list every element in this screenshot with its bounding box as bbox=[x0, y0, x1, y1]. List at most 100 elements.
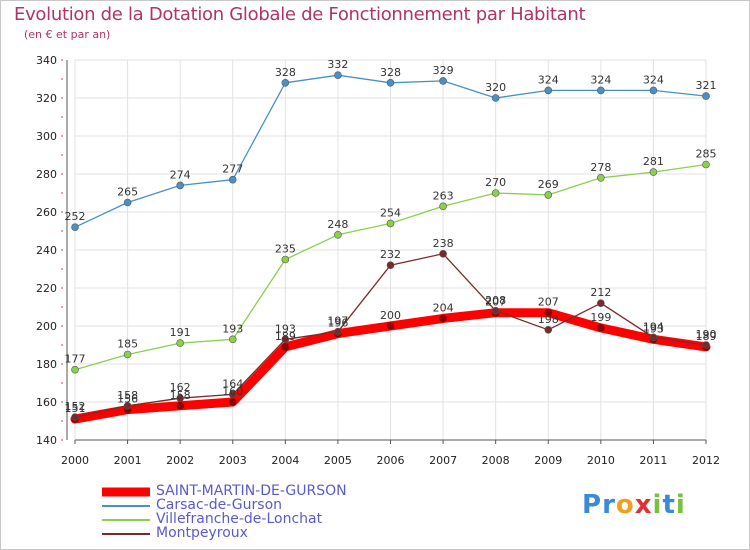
logo-letter: r bbox=[602, 490, 616, 520]
data-point bbox=[228, 175, 237, 184]
x-tick-label: 2010 bbox=[587, 454, 615, 467]
data-point bbox=[439, 314, 447, 323]
data-point bbox=[176, 339, 184, 347]
data-label: 193 bbox=[275, 322, 296, 335]
data-label: 190 bbox=[696, 328, 717, 341]
data-label: 328 bbox=[380, 66, 401, 79]
data-label: 160 bbox=[222, 385, 243, 398]
data-point bbox=[544, 86, 553, 95]
x-tick-label: 2008 bbox=[482, 454, 510, 467]
data-label: 156 bbox=[117, 393, 138, 406]
data-label: 278 bbox=[590, 161, 611, 174]
proxiti-logo: Proxiti bbox=[582, 490, 686, 520]
data-label: 196 bbox=[327, 317, 348, 330]
data-point bbox=[597, 299, 605, 308]
data-point bbox=[71, 223, 79, 231]
data-point bbox=[544, 308, 553, 317]
x-tick-label: 2004 bbox=[271, 454, 299, 467]
x-tick-label: 2001 bbox=[114, 454, 142, 467]
data-label: 332 bbox=[327, 58, 348, 71]
data-label: 238 bbox=[433, 237, 454, 250]
data-point bbox=[228, 335, 237, 344]
data-label: 207 bbox=[538, 296, 559, 309]
data-label: 189 bbox=[696, 330, 717, 343]
logo-letter: x bbox=[634, 490, 653, 520]
data-label: 263 bbox=[433, 189, 454, 202]
data-label: 197 bbox=[327, 315, 348, 328]
data-point bbox=[176, 401, 184, 410]
y-tick-label: 200 bbox=[36, 320, 57, 333]
data-point bbox=[334, 327, 342, 336]
logo-letter: i bbox=[652, 490, 663, 520]
data-point bbox=[439, 250, 447, 258]
axes: 140 160 180 200 220 240 260 280 300 320 340 2000 200… bbox=[36, 54, 720, 467]
data-label: 193 bbox=[643, 322, 664, 335]
chart-subtitle: (en € et par an) bbox=[24, 28, 111, 41]
data-point bbox=[439, 202, 447, 211]
x-tick-label: 2005 bbox=[324, 454, 352, 467]
y-tick-label: 240 bbox=[36, 244, 57, 257]
y-tick-label: 280 bbox=[36, 168, 57, 181]
data-point bbox=[544, 191, 553, 199]
data-point bbox=[123, 350, 132, 359]
data-point bbox=[702, 341, 710, 349]
data-point bbox=[386, 79, 395, 87]
data-label: 208 bbox=[485, 294, 506, 307]
x-tick-label: 2000 bbox=[61, 454, 89, 467]
y-tick-label: 140 bbox=[36, 434, 57, 447]
y-tick-label: 160 bbox=[36, 396, 57, 409]
series-group bbox=[70, 71, 711, 424]
data-point bbox=[176, 394, 184, 403]
data-point bbox=[597, 174, 605, 182]
data-point bbox=[491, 189, 500, 197]
x-tick-label: 2011 bbox=[639, 454, 667, 467]
y-tick-label: 260 bbox=[36, 206, 57, 219]
data-point bbox=[176, 181, 184, 190]
data-label: 200 bbox=[380, 309, 401, 322]
data-label: 324 bbox=[538, 73, 559, 86]
data-point bbox=[334, 71, 342, 79]
data-point bbox=[597, 86, 605, 95]
data-point bbox=[228, 398, 237, 406]
data-label: 158 bbox=[170, 389, 191, 402]
data-label: 265 bbox=[117, 186, 138, 199]
legend-item: Villefranche-de-Lonchat bbox=[156, 511, 323, 527]
x-tick-label: 2003 bbox=[219, 454, 247, 467]
data-label: 199 bbox=[590, 311, 611, 324]
data-label: 281 bbox=[643, 155, 664, 168]
data-label: 151 bbox=[65, 402, 86, 415]
data-label: 212 bbox=[590, 286, 611, 299]
data-label: 177 bbox=[65, 353, 86, 366]
x-tick-label: 2012 bbox=[692, 454, 720, 467]
x-tick-label: 2009 bbox=[534, 454, 562, 467]
data-label: 252 bbox=[65, 210, 86, 223]
legend-item: SAINT-MARTIN-DE-GURSON bbox=[156, 483, 347, 499]
data-point bbox=[597, 324, 605, 332]
data-point bbox=[228, 390, 237, 399]
data-point bbox=[649, 168, 658, 176]
x-tick-label: 2006 bbox=[377, 454, 405, 467]
data-label: 207 bbox=[485, 296, 506, 309]
data-label: 248 bbox=[327, 218, 348, 231]
data-point bbox=[491, 306, 500, 315]
data-label: 162 bbox=[170, 381, 191, 394]
data-label: 158 bbox=[117, 389, 138, 402]
data-label: 320 bbox=[485, 81, 506, 94]
data-point bbox=[649, 333, 658, 342]
data-label: 285 bbox=[696, 148, 717, 161]
logo-letter: P bbox=[582, 490, 603, 520]
data-label: 324 bbox=[643, 73, 664, 86]
data-label: 193 bbox=[222, 322, 243, 335]
chart-title: Evolution de la Dotation Globale de Fonc… bbox=[14, 4, 586, 25]
data-point bbox=[439, 77, 447, 85]
logo-letter: t bbox=[662, 490, 676, 520]
data-point bbox=[334, 231, 342, 239]
data-label: 274 bbox=[170, 168, 191, 181]
data-label: 270 bbox=[485, 176, 506, 189]
data-point bbox=[649, 86, 658, 95]
y-tick-label: 300 bbox=[36, 130, 57, 143]
data-point bbox=[281, 255, 290, 264]
logo-letter: o bbox=[615, 490, 635, 520]
